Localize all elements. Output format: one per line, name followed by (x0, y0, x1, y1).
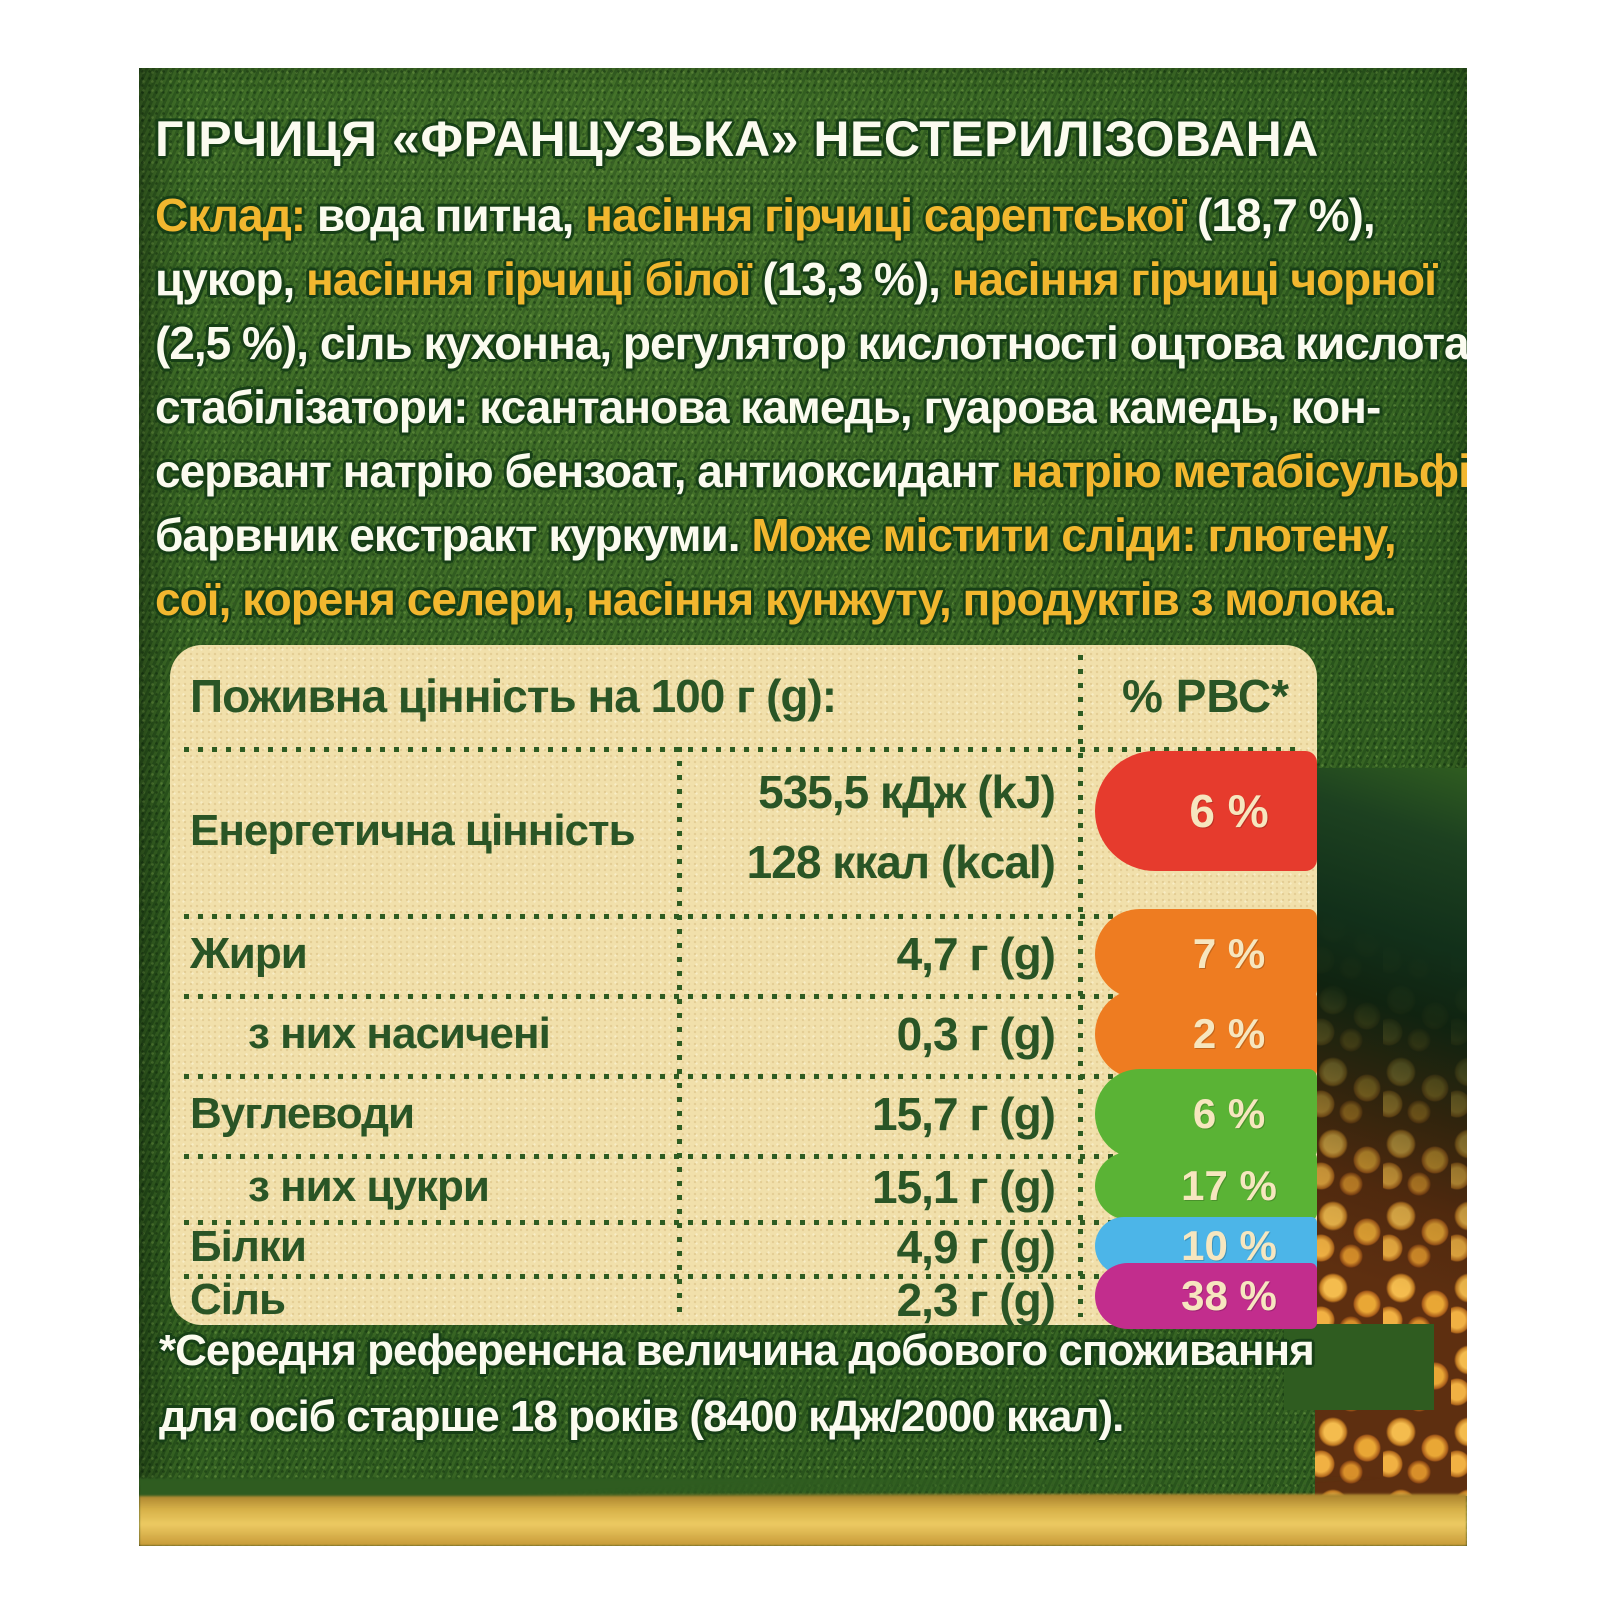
ingredient-segment: сервант натрію бензоат, антиоксидант (155, 445, 1011, 497)
rvc-value: 17 % (1181, 1162, 1277, 1209)
ingredients-text: Склад: вода питна, насіння гірчиці сареп… (155, 188, 1467, 636)
nutrition-table-title: Поживна цінність на 100 г (g): (190, 670, 837, 722)
table-row: з них цукри 15,1 г (g) (170, 1154, 1317, 1220)
table-divider (184, 1274, 1303, 1279)
rvc-badge: 38 % (1095, 1263, 1317, 1329)
rvc-badge: 2 % (1095, 989, 1317, 1079)
row-label: Енергетична цінність (190, 805, 636, 855)
rvc-badge: 17 % (1095, 1152, 1317, 1220)
label-photo: ГІРЧИЦЯ «ФРАНЦУЗЬКА» НЕСТЕРИЛІЗОВАНА Скл… (139, 68, 1467, 1546)
rvc-value: 2 % (1192, 1010, 1266, 1057)
row-label: Сіль (190, 1274, 286, 1324)
rvc-column-header: % РВС* (1122, 670, 1289, 722)
footnote-backdrop (1284, 1324, 1434, 1410)
footnote-line: *Середня референсна величина добового сп… (159, 1326, 1315, 1375)
row-label: з них цукри (248, 1162, 490, 1211)
rvc-badge: 6 % (1095, 751, 1317, 871)
row-label: Жири (190, 929, 308, 978)
rvc-value: 6 % (1189, 785, 1269, 837)
product-title: ГІРЧИЦЯ «ФРАНЦУЗЬКА» НЕСТЕРИЛІЗОВАНА (155, 111, 1319, 167)
ingredient-line: стабілізатори: ксантанова камедь, гуаров… (155, 380, 1465, 444)
ingredient-segment: Склад: (155, 189, 317, 241)
ingredient-segment: натрію метабісульфіт, (1010, 445, 1467, 497)
ingredient-segment: сої, кореня селери, насіння кунжуту, про… (155, 573, 1397, 625)
row-label: з них насичені (248, 1009, 551, 1058)
table-divider (184, 1154, 1303, 1159)
ingredient-segment: (2,5 %), сіль кухонна, регулятор кислотн… (155, 317, 1467, 369)
table-divider (184, 994, 1303, 999)
table-divider (184, 1074, 1303, 1079)
table-row: Жири 4,7 г (g) (170, 914, 1317, 994)
table-divider (677, 747, 682, 1317)
rvc-value: 10 % (1181, 1222, 1277, 1269)
ingredient-line: сервант натрію бензоат, антиоксидант нат… (155, 444, 1467, 508)
rvc-value: 38 % (1181, 1272, 1277, 1319)
table-row: з них насичені 0,3 г (g) (170, 994, 1317, 1074)
ingredient-segment: насіння гірчиці сарептської (585, 189, 1198, 241)
ingredient-segment: насіння гірчиці чорної (951, 253, 1437, 305)
mustard-seeds-photo (1315, 768, 1467, 1496)
ingredient-line: сої, кореня селери, насіння кунжуту, про… (155, 572, 1465, 636)
ingredient-segment: (18,7 %), (1197, 189, 1376, 241)
row-label: Білки (190, 1222, 307, 1271)
ingredient-segment: барвник екстракт куркуми. (155, 509, 752, 561)
table-divider (184, 914, 1303, 919)
ingredient-segment: Може містити сліди: глютену, (751, 509, 1396, 561)
rvc-value: 6 % (1192, 1090, 1266, 1137)
row-value: 0,3 г (g) (896, 1008, 1056, 1060)
ingredient-line: барвник екстракт куркуми. Може містити с… (155, 508, 1465, 572)
rvc-value: 7 % (1192, 930, 1266, 977)
row-value: 535,5 кДж (kJ) 128 ккал (kcal) (746, 757, 1056, 897)
ingredient-line: (2,5 %), сіль кухонна, регулятор кислотн… (155, 316, 1467, 380)
table-row: Білки 4,9 г (g) (170, 1220, 1317, 1274)
table-divider (1078, 655, 1083, 1317)
ingredient-line: цукор, насіння гірчиці білої (13,3 %), н… (155, 252, 1465, 316)
nutrition-table: Поживна цінність на 100 г (g): % РВС* Ен… (170, 645, 1317, 1329)
row-value: 4,7 г (g) (896, 928, 1056, 980)
mustard-jar-content (139, 1478, 1467, 1546)
footnote-line: для осіб старше 18 років (8400 кДж/2000 … (159, 1392, 1124, 1441)
ingredient-segment: вода питна, (316, 189, 586, 241)
ingredient-segment: цукор, (155, 253, 307, 305)
energy-kj: 535,5 кДж (kJ) (758, 766, 1056, 818)
row-label: Вуглеводи (190, 1089, 415, 1138)
ingredient-line: Склад: вода питна, насіння гірчиці сареп… (155, 188, 1465, 252)
ingredient-segment: стабілізатори: ксантанова камедь, гуаров… (155, 381, 1381, 433)
ingredient-segment: (13,3 %), (762, 253, 952, 305)
ingredient-segment: насіння гірчиці білої (306, 253, 763, 305)
row-value: 2,3 г (g) (896, 1273, 1056, 1326)
row-value: 15,7 г (g) (872, 1088, 1056, 1140)
row-value: 15,1 г (g) (872, 1161, 1056, 1213)
rvc-badge: 7 % (1095, 909, 1317, 999)
table-divider (184, 747, 1303, 752)
rvc-badge: 6 % (1095, 1069, 1317, 1159)
footnote: *Середня референсна величина добового сп… (159, 1326, 1467, 1458)
row-value: 4,9 г (g) (896, 1221, 1056, 1273)
energy-kcal: 128 ккал (kcal) (746, 836, 1056, 888)
table-row: Вуглеводи 15,7 г (g) (170, 1074, 1317, 1154)
table-row: Енергетична цінність (170, 747, 1317, 914)
table-divider (184, 1220, 1303, 1225)
table-row: Сіль 2,3 г (g) (170, 1273, 1317, 1326)
